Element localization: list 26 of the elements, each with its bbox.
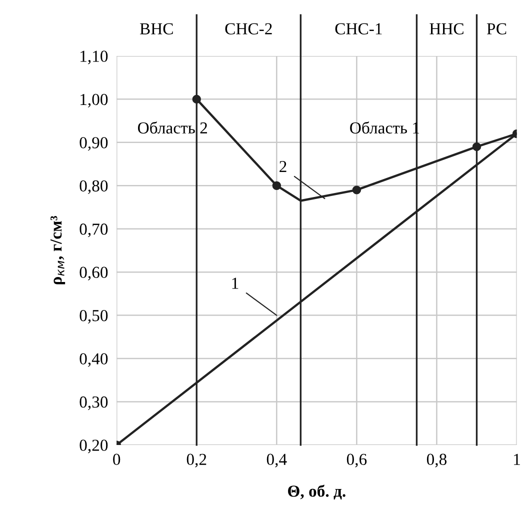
text: ННС <box>430 23 464 34</box>
y-tick-label: 1,00 <box>80 94 108 108</box>
y-tick-label: 0,60 <box>80 266 108 280</box>
y-tick-label: 0,20 <box>80 440 108 454</box>
x-axis-title: Θ, об. д. <box>288 484 346 500</box>
text: СНС-1 <box>335 23 382 34</box>
text: РС <box>486 23 506 34</box>
annotation: 2 <box>280 161 286 172</box>
x-tick-label: 0,8 <box>426 454 446 468</box>
x-tick-label: 1 <box>514 454 520 465</box>
y-tick-label: 0,30 <box>80 396 108 410</box>
y-tick-label: 0,40 <box>80 353 108 367</box>
text: СНС-2 <box>225 23 272 34</box>
x-tick-label: 0,6 <box>346 454 367 468</box>
y-tick-label: 1,10 <box>80 50 108 64</box>
text: ВНС <box>140 23 173 34</box>
x-tick-label: 0,2 <box>186 454 206 468</box>
y-axis-title: ρ$_{км}$, г/см³ <box>50 216 66 284</box>
x-tick-label: 0 <box>113 454 120 466</box>
y-tick-label: 0,90 <box>80 137 108 151</box>
y-tick-label: 0,70 <box>80 224 108 238</box>
x-tick-label: 0,4 <box>266 454 287 468</box>
annotation: Область 2 <box>138 122 207 134</box>
y-tick-label: 0,50 <box>80 310 108 324</box>
annotation: 1 <box>232 278 238 289</box>
y-tick-label: 0,80 <box>80 180 108 194</box>
